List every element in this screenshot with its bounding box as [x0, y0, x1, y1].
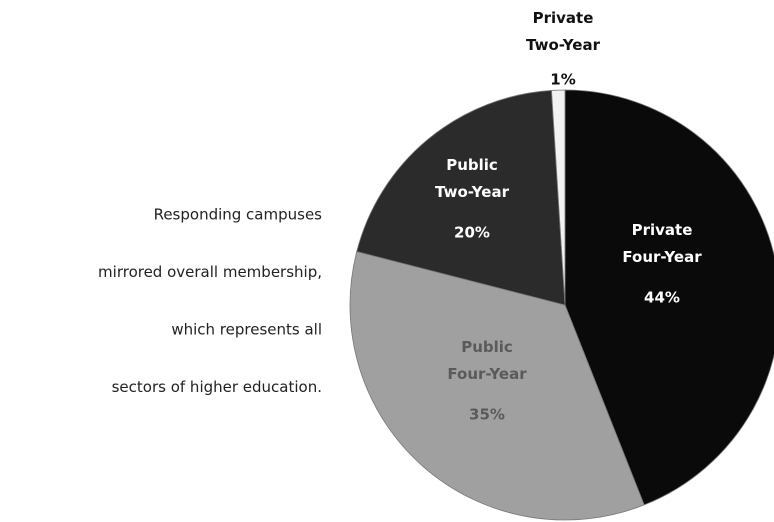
pie-slice	[564, 89, 774, 506]
annotation-line: sectors of higher education.	[112, 378, 322, 396]
annotation-line: which represents all	[171, 321, 322, 339]
slice-value-label: 1%	[550, 71, 575, 89]
annotation-line: Responding campuses	[154, 206, 323, 224]
slice-value-label: 44%	[644, 289, 680, 307]
pie-slice	[349, 251, 645, 521]
slice-label: Public Two-Year	[435, 156, 510, 201]
slice-value-label: 35%	[469, 406, 505, 424]
slice-label: Private Four-Year	[622, 221, 702, 266]
slice-label: Public Four-Year	[447, 338, 527, 383]
slice-value-label: 20%	[454, 224, 490, 242]
pie-slice	[356, 89, 566, 306]
pie-slice	[551, 89, 566, 306]
annotation-line: mirrored overall membership,	[98, 263, 322, 281]
slice-label: Private Two-Year	[526, 9, 601, 54]
